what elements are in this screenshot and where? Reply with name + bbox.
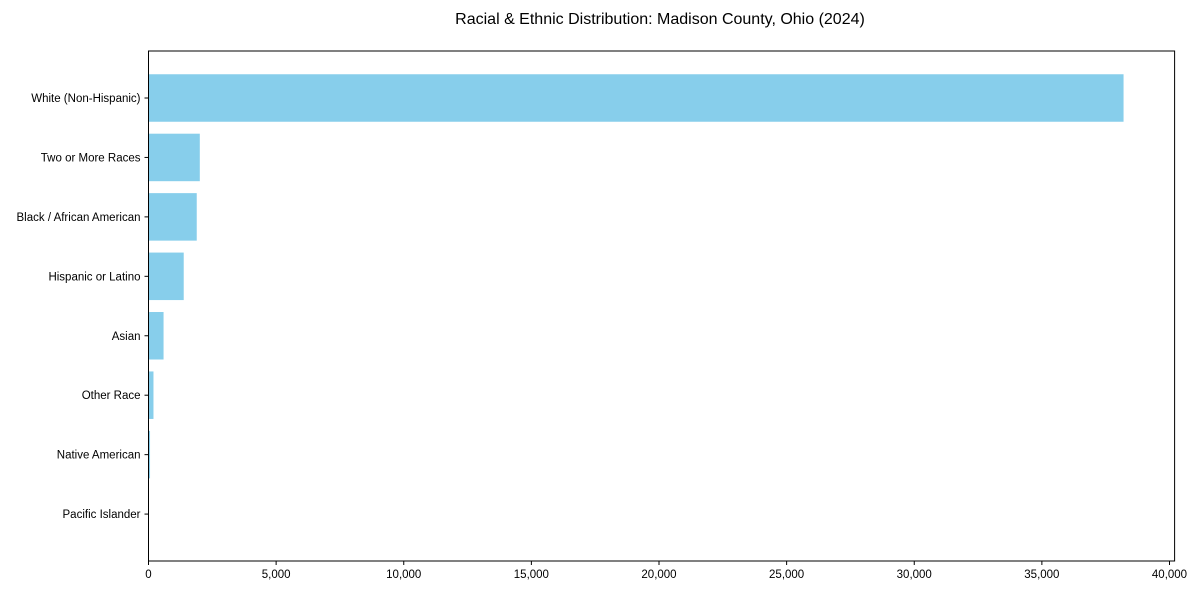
- y-tick-label: Black / African American: [17, 212, 141, 224]
- y-tick-label: Pacific Islander: [63, 509, 141, 521]
- x-tick-label: 10,000: [386, 569, 421, 581]
- bar: [148, 133, 200, 182]
- plot-frame: [148, 50, 1176, 562]
- bar: [148, 430, 151, 479]
- bar: [148, 312, 164, 360]
- bar: [148, 74, 1124, 122]
- x-tick-label: 40,000: [1152, 569, 1187, 581]
- x-tick-label: 0: [145, 569, 151, 581]
- bar: [148, 371, 154, 419]
- bar: [148, 252, 184, 301]
- y-tick-label: Asian: [112, 331, 141, 343]
- x-tick-label: 35,000: [1024, 569, 1059, 581]
- y-tick-label: White (Non-Hispanic): [31, 93, 140, 105]
- chart-title: Racial & Ethnic Distribution: Madison Co…: [455, 11, 865, 28]
- bar: [148, 193, 197, 241]
- x-tick-label: 5,000: [262, 569, 291, 581]
- x-tick-label: 25,000: [769, 569, 804, 581]
- x-tick-label: 15,000: [514, 569, 549, 581]
- y-tick-label: Native American: [57, 450, 141, 462]
- y-tick-label: Two or More Races: [41, 152, 141, 164]
- x-tick-label: 20,000: [641, 569, 676, 581]
- x-tick-label: 30,000: [897, 569, 932, 581]
- y-tick-label: Other Race: [82, 390, 141, 402]
- y-tick-label: Hispanic or Latino: [48, 271, 140, 283]
